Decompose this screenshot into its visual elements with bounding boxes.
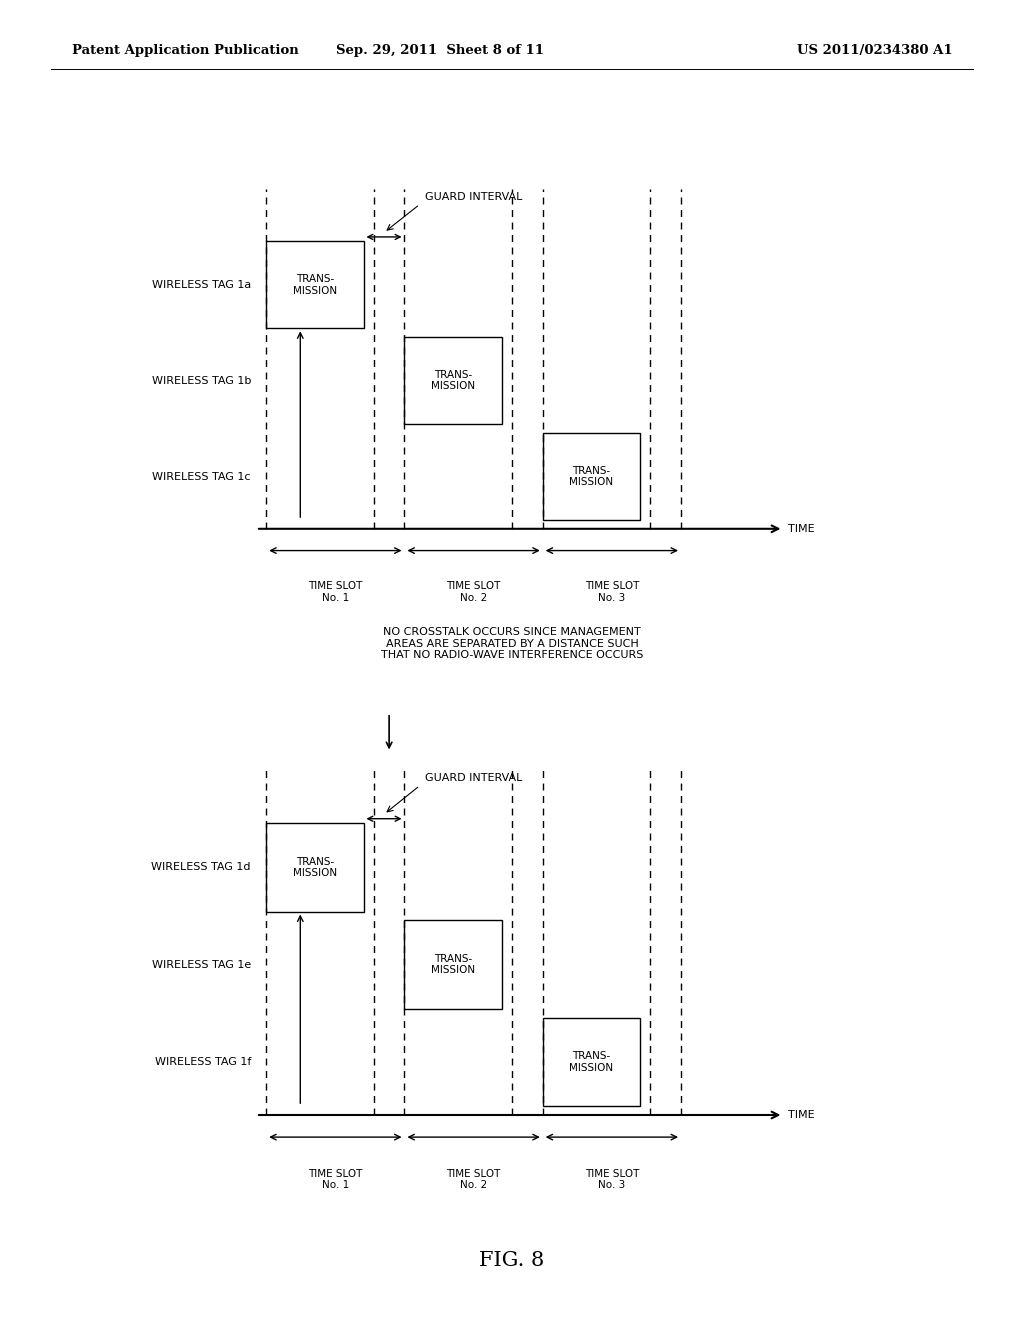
Text: FIG. 8: FIG. 8 [479, 1251, 545, 1270]
Bar [266, 242, 364, 329]
Text: TIME: TIME [788, 524, 815, 533]
Text: Patent Application Publication: Patent Application Publication [72, 44, 298, 57]
Text: WIRELESS TAG 1d: WIRELESS TAG 1d [152, 862, 251, 873]
Text: WIRELESS TAG 1a: WIRELESS TAG 1a [152, 280, 251, 290]
Text: TIME: TIME [788, 1110, 815, 1119]
Text: TRANS-
MISSION: TRANS- MISSION [293, 857, 337, 878]
Text: WIRELESS TAG 1b: WIRELESS TAG 1b [152, 376, 251, 385]
Bar [404, 920, 502, 1008]
Text: GUARD INTERVAL: GUARD INTERVAL [425, 193, 522, 202]
Text: TIME SLOT
No. 1: TIME SLOT No. 1 [308, 1168, 362, 1191]
Text: WIRELESS TAG 1e: WIRELESS TAG 1e [152, 960, 251, 970]
Text: Sep. 29, 2011  Sheet 8 of 11: Sep. 29, 2011 Sheet 8 of 11 [336, 44, 545, 57]
Text: TIME SLOT
No. 3: TIME SLOT No. 3 [585, 581, 639, 603]
Text: TIME SLOT
No. 3: TIME SLOT No. 3 [585, 1168, 639, 1191]
Text: US 2011/0234380 A1: US 2011/0234380 A1 [797, 44, 952, 57]
Text: TRANS-
MISSION: TRANS- MISSION [293, 275, 337, 296]
Text: TRANS-
MISSION: TRANS- MISSION [569, 1051, 613, 1073]
Text: TIME SLOT
No. 2: TIME SLOT No. 2 [446, 581, 501, 603]
Bar [543, 1018, 640, 1106]
Bar [266, 824, 364, 912]
Text: WIRELESS TAG 1c: WIRELESS TAG 1c [153, 471, 251, 482]
Text: TRANS-
MISSION: TRANS- MISSION [431, 954, 475, 975]
Bar [543, 433, 640, 520]
Text: WIRELESS TAG 1f: WIRELESS TAG 1f [155, 1057, 251, 1067]
Text: TIME SLOT
No. 1: TIME SLOT No. 1 [308, 581, 362, 603]
Text: TRANS-
MISSION: TRANS- MISSION [431, 370, 475, 392]
Text: NO CROSSTALK OCCURS SINCE MANAGEMENT
AREAS ARE SEPARATED BY A DISTANCE SUCH
THAT: NO CROSSTALK OCCURS SINCE MANAGEMENT ARE… [381, 627, 643, 660]
Text: TRANS-
MISSION: TRANS- MISSION [569, 466, 613, 487]
Text: GUARD INTERVAL: GUARD INTERVAL [425, 774, 522, 783]
Bar [404, 337, 502, 424]
Text: TIME SLOT
No. 2: TIME SLOT No. 2 [446, 1168, 501, 1191]
